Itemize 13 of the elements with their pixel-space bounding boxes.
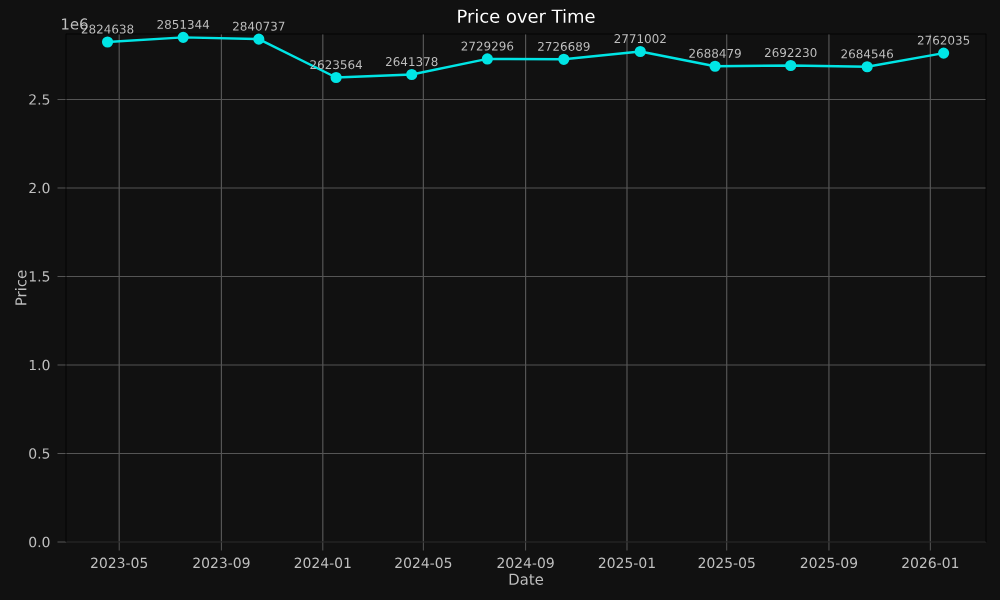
point	[406, 68, 418, 81]
point	[634, 45, 646, 58]
chart-title: Price over Time	[458, 9, 595, 23]
point	[253, 33, 265, 45]
point	[101, 36, 114, 48]
point	[709, 60, 721, 72]
point	[938, 47, 950, 59]
point	[861, 61, 873, 73]
point	[330, 71, 342, 84]
point	[785, 59, 797, 72]
point	[558, 53, 570, 65]
point	[481, 53, 493, 65]
point	[177, 31, 189, 43]
